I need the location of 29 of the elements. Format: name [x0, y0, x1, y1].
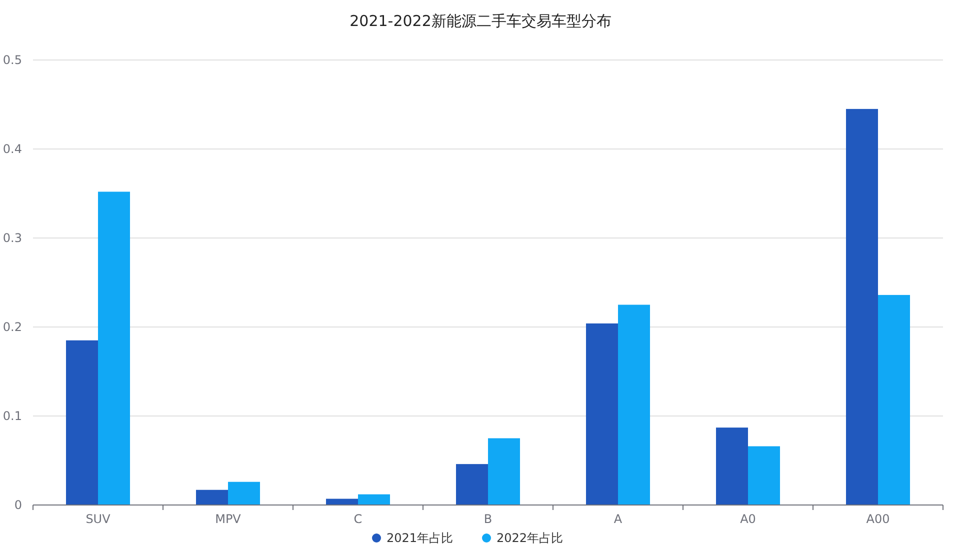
legend-label: 2021年占比: [386, 531, 454, 545]
bar: [586, 323, 618, 505]
bar: [488, 438, 520, 505]
y-tick-label: 0.3: [2, 231, 22, 245]
x-tick-label: SUV: [86, 512, 112, 526]
bar: [358, 494, 390, 505]
x-tick-label: MPV: [215, 512, 242, 526]
x-tick-label: A: [614, 512, 623, 526]
bar: [456, 464, 488, 505]
bar: [748, 446, 780, 505]
x-tick-label: A0: [740, 512, 756, 526]
legend-label: 2022年占比: [496, 531, 564, 545]
y-tick-label: 0.5: [2, 53, 22, 67]
bar: [618, 304, 650, 505]
y-tick-label: 0.2: [2, 320, 22, 334]
bar: [846, 108, 878, 505]
bar: [196, 490, 228, 505]
x-tick-label: B: [484, 512, 492, 526]
bar: [66, 340, 98, 505]
y-tick-label: 0.1: [2, 409, 22, 423]
bar: [716, 428, 748, 505]
chart-title: 2021-2022新能源二手车交易车型分布: [350, 12, 612, 30]
x-tick-label: C: [354, 512, 362, 526]
bar: [878, 294, 910, 505]
y-tick-label: 0.4: [2, 142, 22, 156]
bar: [98, 192, 130, 505]
bar: [228, 482, 260, 505]
x-tick-label: A00: [866, 512, 890, 526]
y-tick-label: 0: [14, 498, 22, 512]
